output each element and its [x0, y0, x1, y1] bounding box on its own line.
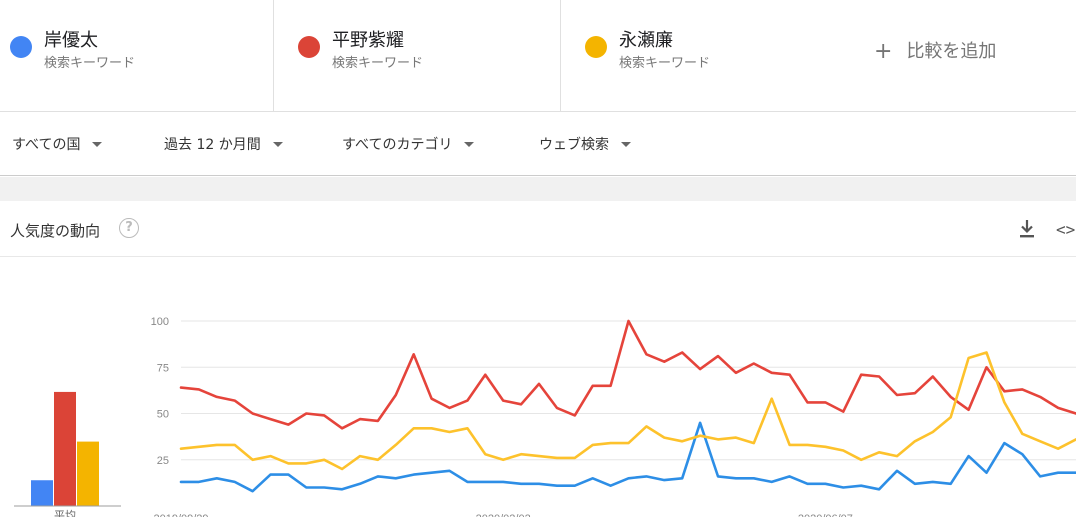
- average-bars: 平均: [14, 391, 121, 517]
- category-label: すべてのカテゴリ: [342, 137, 453, 153]
- term-card-1[interactable]: 岸優太 検索キーワード: [0, 0, 273, 111]
- y-tick-label: 100: [151, 316, 169, 328]
- term-color-dot: [298, 36, 320, 58]
- plus-icon: +: [874, 39, 893, 64]
- card-title: 人気度の動向: [10, 222, 101, 240]
- average-bar: [54, 391, 76, 506]
- help-icon[interactable]: ?: [119, 218, 139, 238]
- y-tick-label: 50: [157, 409, 169, 421]
- interest-over-time-chart: 平均 25 50 75 100 2019/09/29 2020/02/02 2020/06…: [14, 316, 1076, 517]
- x-tick-label: 2020/02/02: [476, 513, 531, 517]
- average-label: 平均: [54, 509, 76, 517]
- series-line: [179, 421, 1076, 493]
- region-dropdown[interactable]: すべての国: [12, 134, 103, 154]
- add-comparison-label: 比較を追加: [906, 41, 997, 62]
- term-type: 検索キーワード: [44, 56, 136, 71]
- download-icon[interactable]: [1018, 219, 1036, 239]
- y-tick-label: 75: [157, 362, 169, 374]
- dropdown-arrow-icon: [621, 142, 631, 147]
- dropdown-arrow-icon: [92, 142, 103, 147]
- term-name: 永瀬廉: [619, 30, 673, 51]
- region-label: すべての国: [12, 137, 81, 153]
- average-bar: [31, 480, 53, 506]
- time-range-label: 過去 12 か月間: [164, 137, 261, 153]
- search-type-label: ウェブ検索: [539, 137, 609, 153]
- y-tick-label: 25: [157, 455, 169, 467]
- dropdown-arrow-icon: [464, 142, 475, 147]
- search-type-dropdown[interactable]: ウェブ検索: [539, 134, 631, 154]
- category-dropdown[interactable]: すべてのカテゴリ: [342, 134, 475, 154]
- x-tick-label: 2019/09/29: [153, 513, 208, 517]
- term-card-2[interactable]: 平野紫耀 検索キーワード: [288, 0, 560, 111]
- section-gap: [0, 177, 1076, 201]
- x-axis-labels: 2019/09/29 2020/02/02 2020/06/07: [153, 513, 852, 517]
- time-range-dropdown[interactable]: 過去 12 か月間: [164, 134, 283, 154]
- average-bar: [77, 441, 99, 506]
- chart-series: [179, 319, 1076, 493]
- card-header: 人気度の動向 ? <>: [0, 201, 1076, 257]
- term-type: 検索キーワード: [619, 56, 711, 71]
- term-name: 平野紫耀: [332, 30, 404, 51]
- x-tick-label: 2020/06/07: [798, 513, 853, 517]
- series-line: [179, 319, 1076, 430]
- embed-code-icon[interactable]: <>: [1056, 220, 1076, 239]
- add-comparison-button[interactable]: + 比較を追加: [874, 37, 997, 64]
- term-name: 岸優太: [44, 30, 98, 51]
- term-type: 検索キーワード: [332, 56, 424, 71]
- chart-gridlines: 25 50 75 100: [151, 316, 1076, 467]
- series-line: [179, 351, 1076, 471]
- divider: [273, 0, 274, 111]
- divider: [560, 0, 561, 111]
- term-card-3[interactable]: 永瀬廉 検索キーワード: [575, 0, 847, 111]
- filter-bar: すべての国 過去 12 か月間 すべてのカテゴリ ウェブ検索: [0, 112, 1076, 176]
- terms-bar: 岸優太 検索キーワード 平野紫耀 検索キーワード 永瀬廉 検索キーワード + 比較…: [0, 0, 1076, 112]
- term-color-dot: [585, 36, 607, 58]
- dropdown-arrow-icon: [272, 142, 283, 147]
- term-color-dot: [10, 36, 32, 58]
